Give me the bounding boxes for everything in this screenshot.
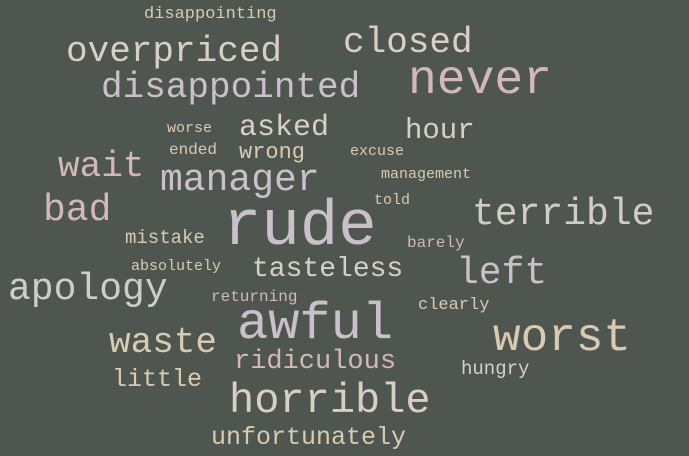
word-absolutely: absolutely <box>131 258 222 275</box>
word-asked: asked <box>239 111 330 145</box>
word-apology: apology <box>8 268 168 311</box>
word-left: left <box>456 252 548 295</box>
word-ended: ended <box>169 141 218 159</box>
word-tasteless: tasteless <box>252 254 404 285</box>
word-awful: awful <box>237 295 394 354</box>
word-barely: barely <box>407 234 465 252</box>
word-excuse: excuse <box>350 143 405 160</box>
word-waste: waste <box>109 322 218 363</box>
word-disappointing: disappointing <box>144 5 277 24</box>
word-worst: worst <box>493 312 632 364</box>
word-overpriced: overpriced <box>66 31 283 72</box>
word-unfortunately: unfortunately <box>211 423 407 452</box>
word-bad: bad <box>43 189 112 232</box>
word-wrong: wrong <box>239 140 306 165</box>
word-management: management <box>381 166 472 183</box>
word-disappointed: disappointed <box>101 67 361 108</box>
word-hour: hour <box>405 114 475 147</box>
word-horrible: horrible <box>229 377 431 425</box>
word-terrible: terrible <box>472 193 655 236</box>
word-closed: closed <box>343 22 473 63</box>
word-clearly: clearly <box>418 296 490 315</box>
word-never: never <box>408 54 553 108</box>
word-hungry: hungry <box>461 358 530 380</box>
word-wait: wait <box>58 146 145 187</box>
word-little: little <box>112 365 203 394</box>
word-returning: returning <box>211 288 298 306</box>
word-manager: manager <box>160 159 320 202</box>
word-ridiculous: ridiculous <box>234 347 397 377</box>
word-told: told <box>374 192 411 209</box>
word-worse: worse <box>167 120 213 137</box>
word-mistake: mistake <box>125 227 205 249</box>
word-rude: rude <box>223 192 377 264</box>
